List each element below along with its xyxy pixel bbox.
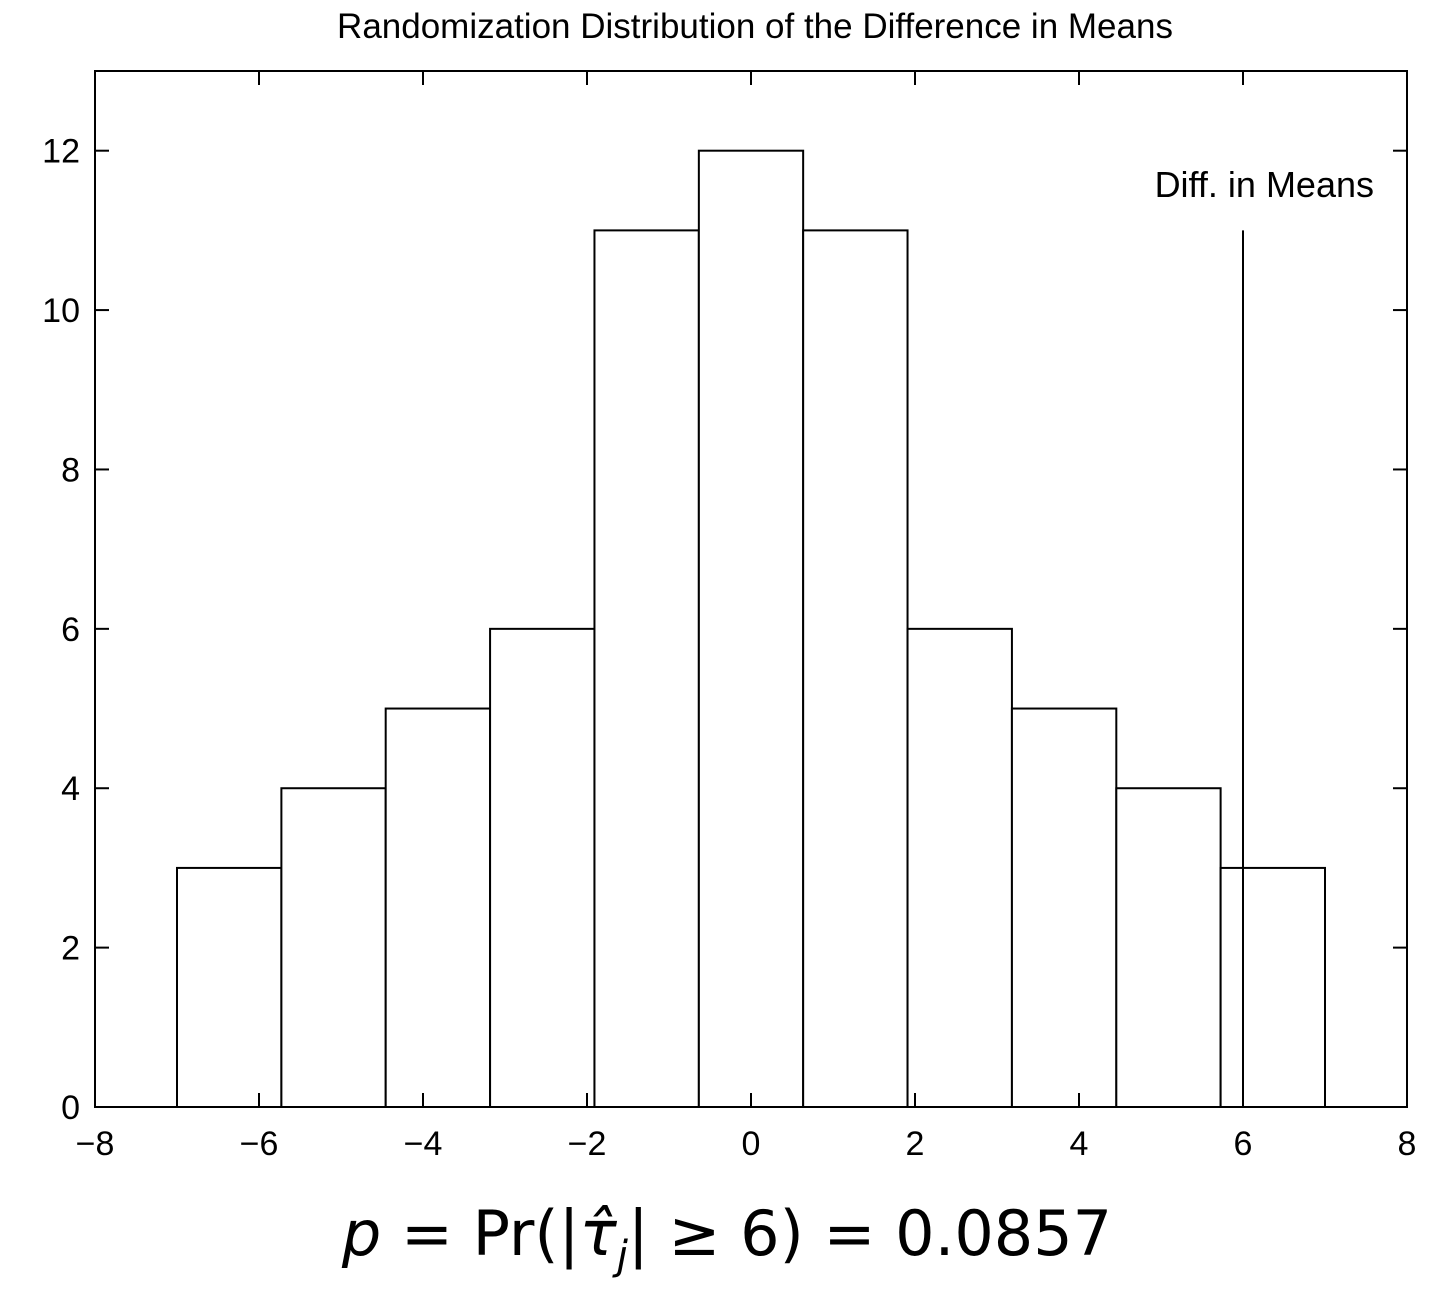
histogram-bar-1 xyxy=(176,866,283,1109)
p-value-formula: p = Pr(|τ̂j| ≥ 6) = 0.0857 xyxy=(0,1196,1454,1294)
histogram-bar-10 xyxy=(1115,787,1222,1108)
formula-tau-hat: τ̂ xyxy=(579,1197,617,1270)
y-tick-label: 12 xyxy=(42,133,80,171)
histogram-bar-7 xyxy=(802,229,909,1108)
histogram-bar-4 xyxy=(489,627,596,1108)
y-tick-label: 2 xyxy=(61,930,80,968)
x-axis-ticks: −8 −6 −4 −2 0 2 4 6 8 xyxy=(76,71,1417,1163)
x-tick-label: 0 xyxy=(742,1125,761,1163)
x-tick-label: 8 xyxy=(1398,1125,1417,1163)
histogram-bar-9 xyxy=(1010,707,1118,1108)
histogram-bar-2 xyxy=(280,787,387,1108)
formula-p: p xyxy=(341,1197,382,1270)
y-tick-label: 6 xyxy=(61,611,80,649)
histogram-bars xyxy=(176,149,1327,1109)
y-axis-ticks: 0 2 4 6 8 10 12 xyxy=(42,133,1407,1127)
histogram-bar-5 xyxy=(593,229,700,1108)
x-tick-label: −8 xyxy=(76,1125,115,1163)
reference-line-label: Diff. in Means xyxy=(1155,164,1374,205)
y-tick-label: 4 xyxy=(61,770,80,808)
x-tick-label: 4 xyxy=(1070,1125,1089,1163)
histogram-bar-8 xyxy=(906,627,1013,1108)
formula-eq-pr: = Pr(| xyxy=(381,1197,580,1270)
x-tick-label: 6 xyxy=(1234,1125,1253,1163)
y-tick-label: 10 xyxy=(42,292,80,330)
x-tick-label: −2 xyxy=(568,1125,607,1163)
chart-title: Randomization Distribution of the Differ… xyxy=(337,7,1173,46)
x-tick-label: −6 xyxy=(240,1125,279,1163)
x-tick-label: 2 xyxy=(906,1125,925,1163)
histogram-bar-3 xyxy=(384,707,492,1108)
x-tick-label: −4 xyxy=(404,1125,443,1163)
histogram-bar-6 xyxy=(697,149,805,1108)
y-tick-label: 8 xyxy=(61,451,80,489)
histogram-bar-11 xyxy=(1219,866,1327,1109)
formula-subscript-j: j xyxy=(616,1233,628,1279)
formula-rest: | ≥ 6) = 0.0857 xyxy=(627,1197,1113,1270)
y-tick-label: 0 xyxy=(61,1089,80,1127)
